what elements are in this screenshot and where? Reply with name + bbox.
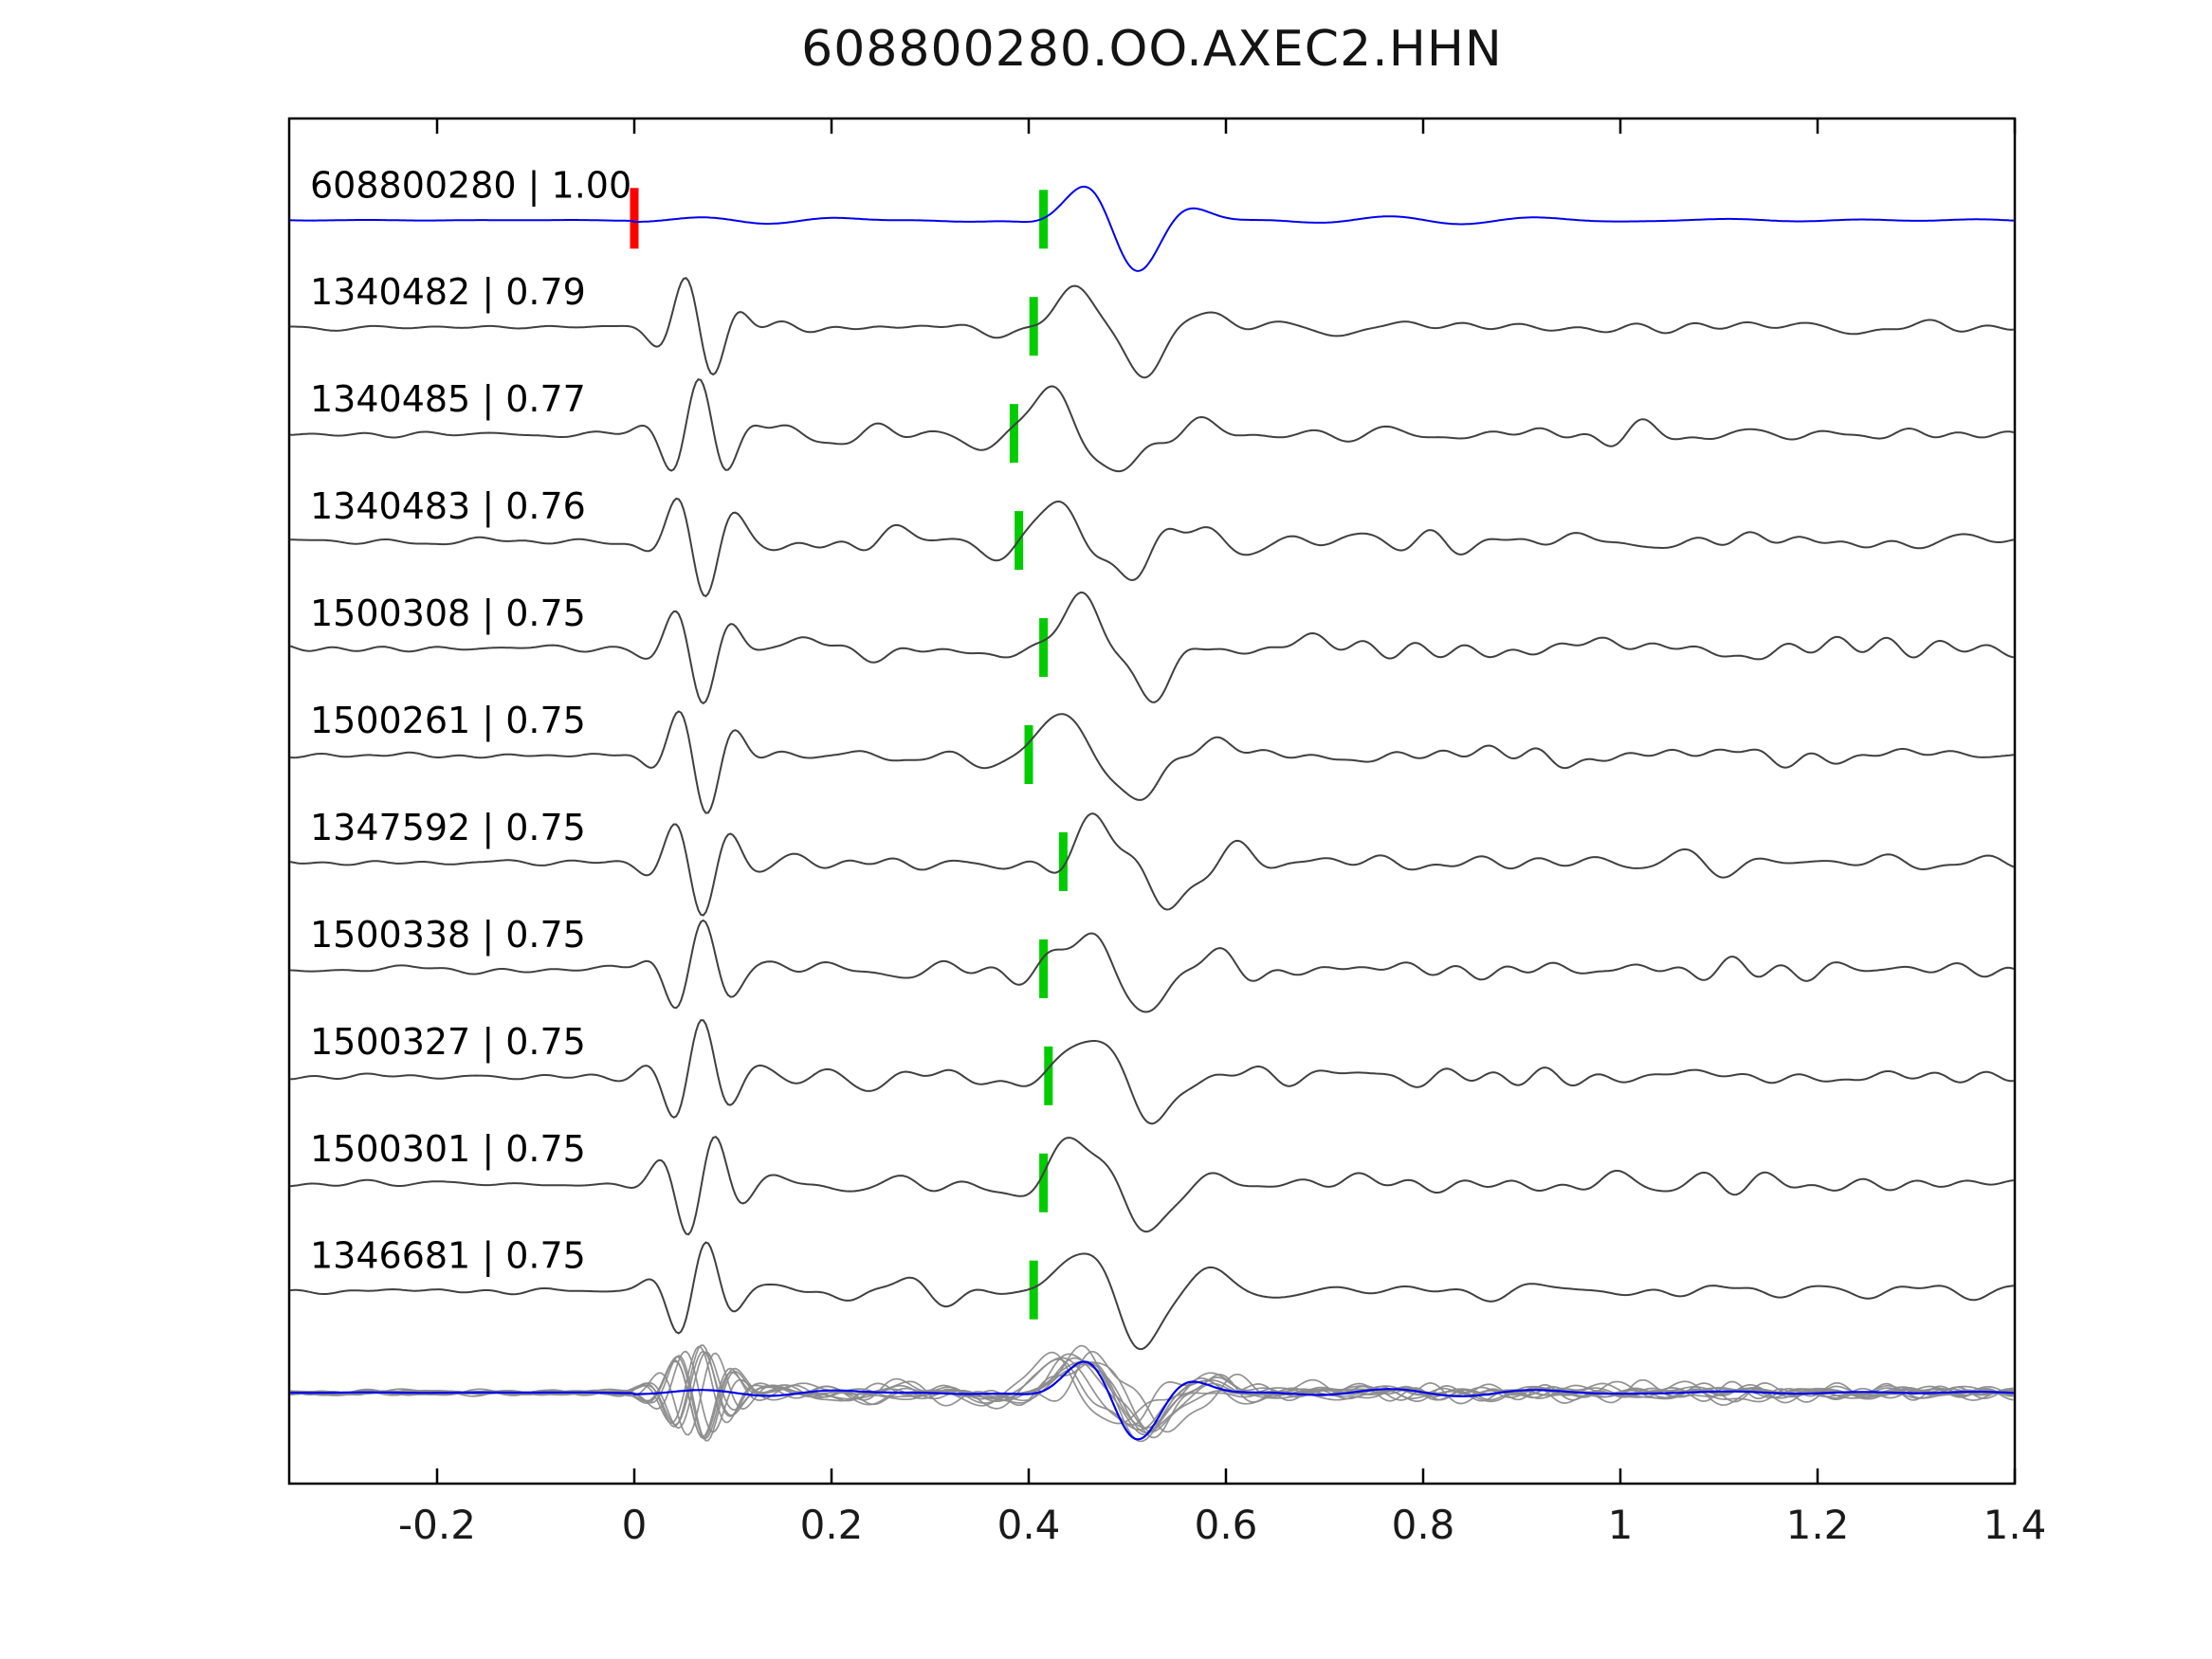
x-tick-label: -0.2 <box>398 1502 476 1548</box>
trace-label: 1340482 | 0.79 <box>310 271 586 314</box>
pick-marker <box>1029 1260 1038 1320</box>
x-tick-label: 0.4 <box>997 1502 1061 1548</box>
template-trace <box>290 185 2014 272</box>
match-trace <box>290 1135 2014 1236</box>
match-trace <box>290 812 2014 917</box>
overlay-trace <box>290 1350 2014 1438</box>
overlay-trace <box>290 1345 2014 1425</box>
pick-marker <box>1024 725 1033 784</box>
match-trace <box>290 1019 2014 1125</box>
axes-box <box>287 117 2017 1486</box>
trace-label: 608800280 | 1.00 <box>310 164 631 207</box>
pick-marker <box>1058 831 1068 891</box>
match-trace <box>290 710 2014 814</box>
trace-label: 1500338 | 0.75 <box>310 914 586 957</box>
trace-label: 1500261 | 0.75 <box>310 700 586 742</box>
origin-marker <box>630 188 639 249</box>
trace-label: 1500327 | 0.75 <box>310 1021 586 1064</box>
x-tick-label: 1.4 <box>1983 1502 2047 1548</box>
x-tick-label: 0.6 <box>1195 1502 1258 1548</box>
x-tick-label: 1.2 <box>1786 1502 1850 1548</box>
match-trace <box>290 377 2014 473</box>
pick-marker <box>1009 404 1018 464</box>
match-trace <box>290 591 2014 705</box>
x-tick-label: 0 <box>622 1502 648 1548</box>
pick-marker <box>1039 190 1049 249</box>
trace-label: 1347592 | 0.75 <box>310 807 586 849</box>
x-tick-label: 0.8 <box>1392 1502 1455 1548</box>
pick-marker <box>1044 1046 1053 1105</box>
trace-label: 1346681 | 0.75 <box>310 1235 586 1278</box>
trace-label: 1340485 | 0.77 <box>310 378 586 421</box>
trace-area <box>290 185 2014 1443</box>
match-trace <box>290 1241 2014 1351</box>
pick-marker <box>1039 939 1049 998</box>
x-tick-label: 0.2 <box>800 1502 864 1548</box>
match-trace <box>290 497 2014 598</box>
chart-title: 608800280.OO.AXEC2.HHN <box>801 21 1503 78</box>
match-trace <box>290 277 2014 379</box>
x-tick-label: 1 <box>1608 1502 1634 1548</box>
match-trace <box>290 919 2014 1013</box>
pick-marker <box>1039 1153 1049 1212</box>
overlay-trace <box>290 1352 2014 1436</box>
overlay-template-trace <box>290 1360 2014 1441</box>
pick-marker <box>1039 618 1049 678</box>
trace-label: 1340483 | 0.76 <box>310 485 586 528</box>
trace-label: 1500301 | 0.75 <box>310 1128 586 1171</box>
trace-label: 1500308 | 0.75 <box>310 592 586 635</box>
